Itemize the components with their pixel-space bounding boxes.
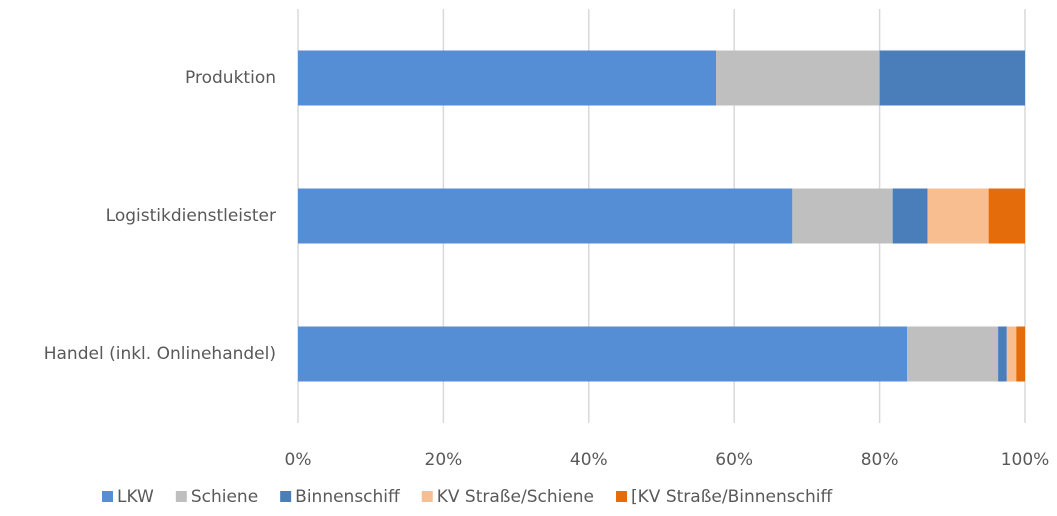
bar-segment — [927, 188, 989, 244]
legend-swatch — [421, 491, 433, 502]
bar-segment — [998, 326, 1007, 382]
x-tick-label: 0% — [285, 450, 312, 470]
y-tick-label: Logistikdienstleister — [106, 206, 276, 226]
legend-label: [KV Straße/Binnenschiff — [631, 487, 833, 507]
y-tick-label: Handel (inkl. Onlinehandel) — [44, 344, 276, 364]
bar-segment — [298, 50, 717, 106]
legend-label: Binnenschiff — [295, 487, 401, 507]
bar-segment — [1016, 326, 1025, 382]
y-tick-label: Produktion — [185, 68, 276, 88]
x-tick-label: 80% — [861, 450, 899, 470]
bar-segment — [298, 188, 793, 244]
legend-label: KV Straße/Schiene — [437, 487, 594, 507]
x-tick-label: 100% — [1001, 450, 1050, 470]
bar-segment — [907, 326, 999, 382]
bar-segment — [892, 188, 928, 244]
legend-swatch — [280, 491, 292, 502]
bar-segment — [988, 188, 1025, 244]
legend-swatch — [616, 491, 628, 502]
bar-segment — [298, 326, 908, 382]
legend-swatch — [102, 491, 113, 502]
bar-segment — [792, 188, 893, 244]
x-tick-label: 40% — [570, 450, 608, 470]
x-tick-label: 60% — [715, 450, 753, 470]
legend-label: LKW — [117, 487, 154, 507]
legend-label: Schiene — [191, 487, 258, 507]
bar-segment — [879, 50, 1025, 106]
bar-segment — [716, 50, 880, 106]
x-tick-label: 20% — [425, 450, 463, 470]
bar-segment — [1006, 326, 1017, 382]
legend-swatch — [175, 491, 187, 502]
